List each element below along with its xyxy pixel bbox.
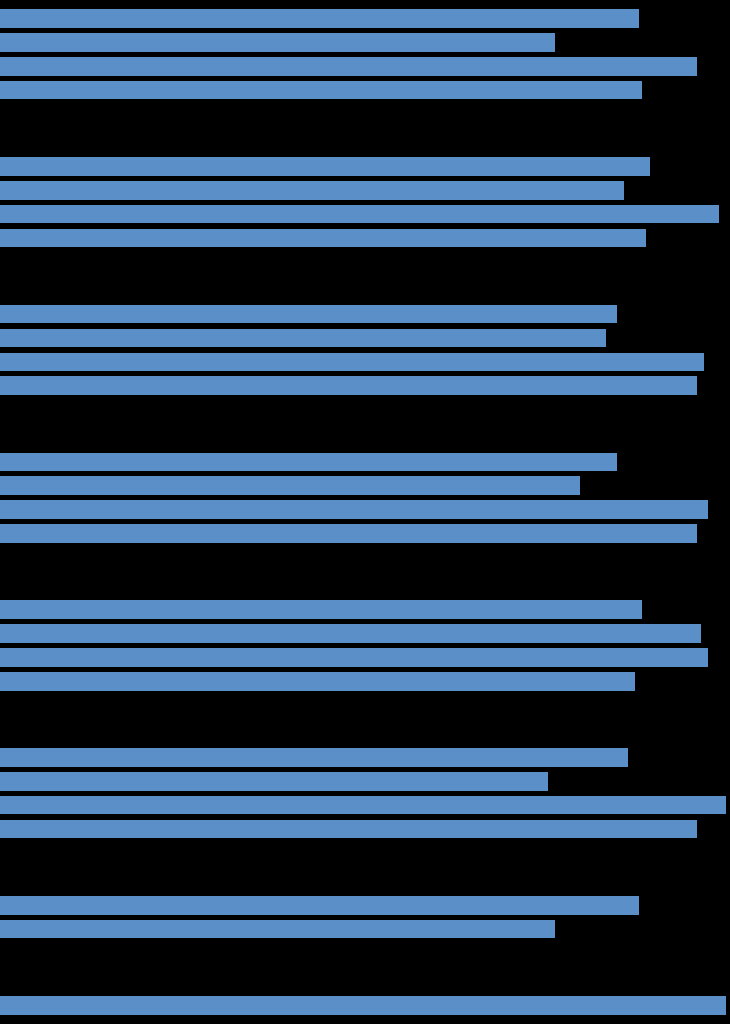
Bar [0,352,704,371]
Bar [0,9,639,28]
Bar [0,476,580,495]
Bar [0,600,642,620]
Bar [0,181,624,200]
Bar [0,796,726,814]
Bar [0,772,548,791]
Bar [0,57,697,76]
Bar [0,501,708,519]
Bar [0,228,646,247]
Bar [0,157,650,176]
Bar [0,81,642,99]
Bar [0,920,555,938]
Bar [0,820,697,839]
Bar [0,625,701,643]
Bar [0,672,635,690]
Bar [0,453,617,471]
Bar [0,996,726,1015]
Bar [0,648,708,667]
Bar [0,33,555,52]
Bar [0,205,719,223]
Bar [0,329,606,347]
Bar [0,377,697,395]
Bar [0,524,697,543]
Bar [0,896,639,914]
Bar [0,749,628,767]
Bar [0,305,617,324]
